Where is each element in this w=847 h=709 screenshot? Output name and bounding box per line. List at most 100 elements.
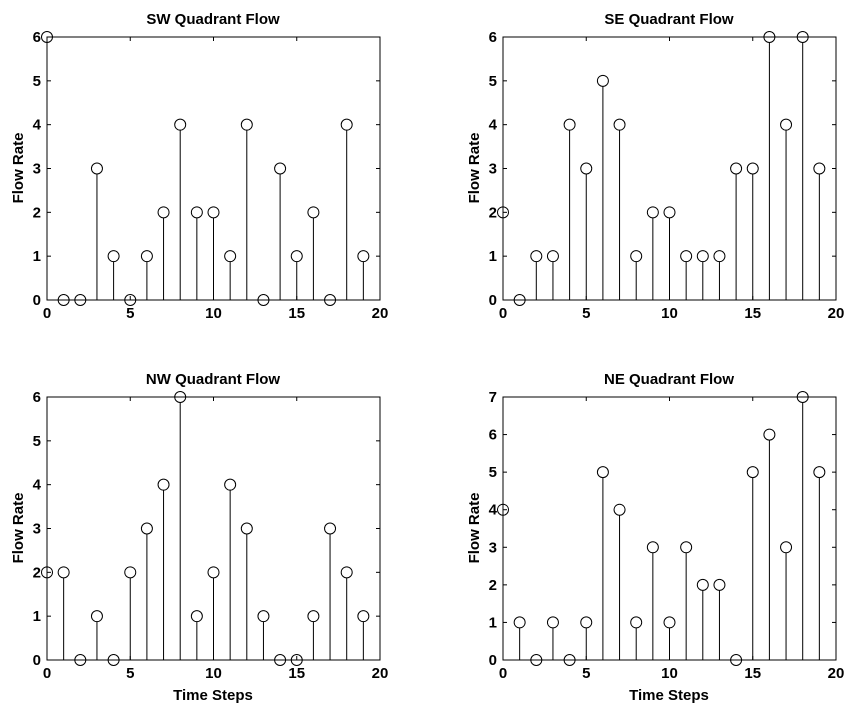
stem-marker: [513, 616, 526, 629]
stem-marker: [240, 522, 253, 535]
stem-marker: [813, 466, 826, 479]
y-axis-label: Flow Rate: [466, 133, 483, 204]
y-axis-label: Flow Rate: [10, 493, 27, 564]
y-tick-label: 3: [489, 161, 497, 178]
y-tick-label: 2: [33, 204, 41, 221]
stem-marker: [357, 250, 370, 263]
x-tick-label: 5: [126, 665, 134, 682]
x-tick-label: 10: [661, 665, 678, 682]
stem-marker: [340, 118, 353, 131]
stem-marker: [596, 74, 609, 87]
stem-marker: [124, 294, 137, 306]
stem-marker: [41, 566, 53, 579]
stem-marker: [580, 162, 593, 175]
stem-marker: [630, 250, 643, 263]
stem-marker: [274, 654, 287, 666]
subplot-title: SE Quadrant Flow: [604, 11, 734, 28]
stem-marker: [563, 654, 576, 666]
y-tick-label: 5: [33, 73, 41, 90]
stem-marker: [107, 250, 120, 263]
stem-marker: [546, 250, 559, 263]
y-tick-label: 3: [33, 521, 41, 538]
stem-marker: [696, 578, 709, 591]
x-tick-label: 0: [499, 305, 507, 322]
stem-marker: [357, 610, 370, 623]
y-tick-label: 1: [33, 608, 41, 625]
x-tick-label: 20: [372, 665, 389, 682]
y-tick-label: 2: [489, 204, 497, 221]
stem-marker: [340, 566, 353, 579]
stem-marker: [730, 162, 743, 175]
stem-marker: [257, 294, 270, 306]
stem-marker: [307, 610, 320, 623]
stem-marker: [680, 250, 693, 263]
stem-marker: [124, 566, 137, 579]
stem-marker: [207, 206, 220, 219]
stem-marker: [90, 610, 103, 623]
stem-marker: [663, 616, 676, 629]
y-tick-label: 0: [489, 292, 497, 309]
subplot-sw: SW Quadrant Flow Flow Rate 0 5 10 15 20 0 1 2 3 4…: [10, 11, 388, 322]
stem-marker: [696, 250, 709, 263]
y-axis-label: Flow Rate: [466, 493, 483, 564]
stem-marker: [324, 522, 337, 535]
y-tick-label: 4: [489, 117, 498, 134]
y-tick-label: 2: [489, 577, 497, 594]
y-tick-label: 1: [489, 614, 497, 631]
x-tick-label: 10: [661, 305, 678, 322]
stem-marker: [224, 250, 237, 263]
subplot-ne: NE Quadrant Flow Flow Rate Time Steps 0 5…: [466, 371, 844, 704]
stem-marker: [174, 118, 187, 131]
stem-marker: [207, 566, 220, 579]
x-tick-label: 15: [288, 665, 305, 682]
stem-marker: [157, 206, 170, 219]
stem-marker: [57, 566, 70, 579]
x-tick-label: 10: [205, 665, 222, 682]
stem-marker: [763, 31, 776, 43]
stem-marker: [796, 391, 809, 403]
y-axis-label: Flow Rate: [10, 133, 27, 204]
stem-marker: [107, 654, 120, 666]
stem-marker: [796, 31, 809, 43]
stem-marker: [546, 616, 559, 629]
y-tick-label: 3: [33, 161, 41, 178]
stem-marker: [596, 466, 609, 479]
stem-marker: [324, 294, 337, 306]
stem-marker: [713, 250, 726, 263]
y-tick-label: 4: [489, 502, 498, 519]
x-tick-label: 0: [499, 665, 507, 682]
stem-marker: [663, 206, 676, 219]
x-tick-label: 0: [43, 305, 51, 322]
stem-marker: [613, 503, 626, 516]
stem-marker: [613, 118, 626, 131]
stem-marker: [240, 118, 253, 131]
y-tick-label: 4: [33, 477, 42, 494]
stem-marker: [41, 31, 53, 43]
stem-marker: [497, 206, 509, 219]
y-tick-label: 0: [33, 652, 41, 669]
x-tick-label: 5: [582, 305, 590, 322]
stem-marker: [746, 466, 759, 479]
x-axis-label: Time Steps: [173, 687, 253, 704]
x-tick-label: 5: [126, 305, 134, 322]
stem-marker: [74, 294, 87, 306]
y-tick-label: 5: [489, 73, 497, 90]
stem-marker: [190, 610, 203, 623]
stem-marker: [274, 162, 287, 175]
stem-marker: [290, 250, 303, 263]
stem-marker: [580, 616, 593, 629]
stem-marker: [680, 541, 693, 554]
stem-marker: [530, 250, 543, 263]
x-tick-label: 5: [582, 665, 590, 682]
stem-marker: [57, 294, 70, 306]
y-tick-label: 0: [489, 652, 497, 669]
stem-marker: [90, 162, 103, 175]
stem-marker: [257, 610, 270, 623]
x-tick-label: 15: [744, 305, 761, 322]
stem-marker: [646, 206, 659, 219]
x-tick-label: 10: [205, 305, 222, 322]
stem-marker: [730, 654, 743, 666]
stem-marker: [780, 118, 793, 131]
subplot-title: NE Quadrant Flow: [604, 371, 734, 388]
